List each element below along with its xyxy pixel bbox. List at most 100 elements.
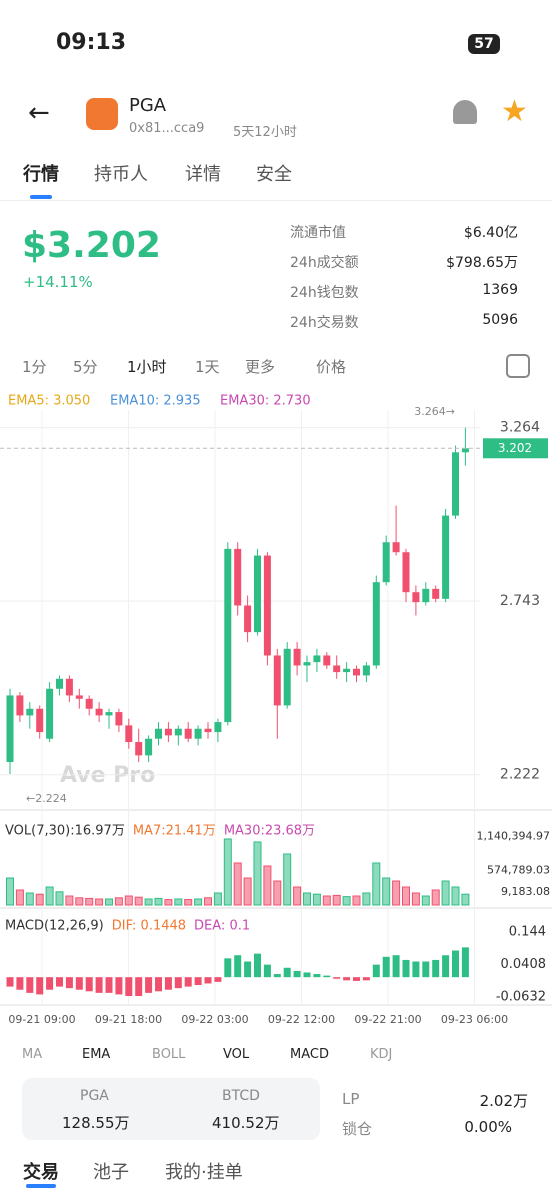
indicator[interactable]: MACD	[290, 1047, 329, 1062]
candle-body	[432, 588, 440, 599]
tab[interactable]: 安全	[256, 164, 292, 185]
candle-body	[353, 668, 360, 676]
macd-legend: MACD(12,26,9)	[5, 919, 104, 934]
volume-bar	[65, 895, 74, 906]
interval[interactable]: 价格	[316, 358, 347, 376]
volume-bar	[461, 893, 470, 906]
low-label: ←2.224	[26, 792, 67, 805]
indicator[interactable]: VOL	[223, 1047, 250, 1062]
macd-bar	[382, 956, 390, 978]
tab[interactable]: 详情	[185, 164, 221, 185]
candle-body	[75, 695, 83, 699]
volume-bar	[194, 898, 203, 906]
volume-bar	[114, 897, 123, 906]
x-tick-label: 09-21 09:00	[8, 1013, 75, 1026]
vol-tick-label: 9,183.08	[501, 885, 550, 898]
macd-bar	[95, 977, 103, 993]
stat-label: 24h钱包数	[290, 285, 359, 301]
volume-bar	[55, 891, 64, 906]
x-tick-label: 09-23 06:00	[441, 1013, 508, 1026]
token-address[interactable]: 0x81...cca9	[129, 121, 205, 136]
tab[interactable]: 持币人	[94, 164, 148, 185]
macd-bar	[392, 955, 400, 978]
volume-bar	[402, 886, 410, 906]
volume-bar	[174, 898, 183, 906]
watermark: Ave Pro	[60, 763, 155, 788]
candle-body	[303, 662, 311, 666]
back-button[interactable]: ←	[28, 98, 50, 128]
volume-bar	[392, 880, 401, 906]
interval[interactable]: 5分	[73, 358, 98, 376]
indicator[interactable]: EMA	[82, 1047, 111, 1062]
indicator[interactable]: MA	[22, 1047, 43, 1062]
candle-body	[204, 728, 212, 733]
volume-bar	[273, 880, 282, 906]
volume-bar	[184, 899, 193, 906]
tab[interactable]: 行情	[23, 164, 59, 185]
indicator[interactable]: KDJ	[370, 1047, 393, 1062]
y-tick-label: 2.743	[500, 593, 540, 609]
macd-bar	[293, 970, 301, 978]
interval[interactable]: 1天	[195, 358, 220, 376]
macd-bar	[135, 977, 143, 996]
volume-bar	[421, 895, 430, 906]
volume-bar	[45, 886, 54, 906]
macd-bar	[442, 955, 450, 978]
candle-body	[323, 655, 331, 666]
x-tick-label: 09-22 12:00	[268, 1013, 335, 1026]
stat-value: 1369	[482, 282, 518, 298]
macd-bar	[26, 977, 34, 993]
stat-value: $798.65万	[446, 255, 518, 271]
vol-legend: MA7:21.41万	[133, 824, 216, 839]
bell-icon[interactable]	[453, 100, 477, 124]
current-price-box	[483, 438, 548, 459]
volume-bar	[303, 892, 311, 906]
pga-label: PGA	[80, 1088, 109, 1104]
volume-bar	[25, 892, 34, 906]
lp-value: 2.02万	[479, 1092, 528, 1110]
candle-body	[263, 555, 271, 656]
x-tick-label: 09-21 18:00	[95, 1013, 162, 1026]
candle-body	[382, 542, 390, 583]
candle-body	[194, 728, 202, 739]
interval[interactable]: 更多	[245, 358, 276, 376]
candle-body	[402, 552, 410, 593]
ema-legend: EMA30: 2.730	[220, 394, 311, 409]
macd-bar	[46, 977, 54, 990]
volume-bar	[263, 865, 272, 906]
volume-bar	[233, 862, 242, 906]
candle-body	[135, 742, 143, 756]
volume-bar	[124, 895, 133, 906]
volume-bar	[283, 853, 292, 906]
volume-bar	[342, 896, 351, 906]
bottom-tab[interactable]: 我的·挂单	[165, 1162, 243, 1183]
volume-bar	[411, 892, 420, 906]
volume-bar	[431, 889, 440, 906]
bottom-tab[interactable]: 池子	[93, 1162, 129, 1183]
candle-body	[184, 728, 192, 739]
btcd-value: 410.52万	[212, 1114, 280, 1132]
macd-bar	[145, 977, 153, 993]
macd-bar	[194, 977, 202, 986]
candle-body	[95, 708, 103, 716]
stat-label: 24h成交额	[290, 255, 359, 271]
volume-bar	[134, 896, 143, 906]
interval[interactable]: 1分	[22, 358, 47, 376]
star-icon[interactable]: ★	[501, 94, 528, 129]
bottom-tab[interactable]: 交易	[23, 1162, 59, 1183]
candle-body	[461, 448, 469, 453]
candle-body	[155, 728, 162, 739]
macd-bar	[452, 950, 459, 978]
candle-body	[392, 542, 400, 553]
pool-box	[22, 1078, 320, 1140]
settings-icon[interactable]	[506, 354, 530, 378]
macd-bar	[353, 977, 360, 981]
macd-bar	[234, 955, 242, 978]
interval[interactable]: 1小时	[127, 358, 167, 376]
x-tick-label: 09-22 03:00	[181, 1013, 248, 1026]
indicator[interactable]: BOLL	[152, 1047, 186, 1062]
status-time: 09:13	[56, 30, 127, 55]
stat-value: $6.40亿	[463, 225, 518, 241]
y-tick-label: 2.222	[500, 767, 540, 783]
